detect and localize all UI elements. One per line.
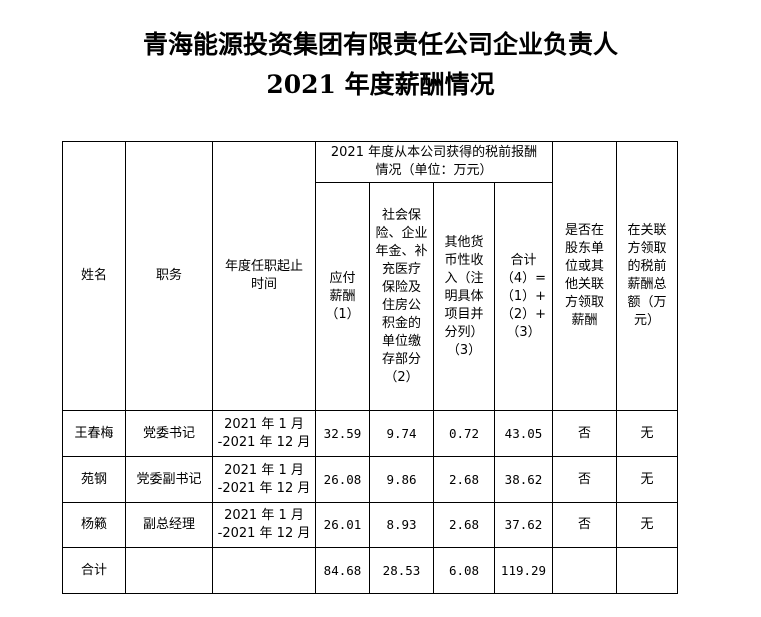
totals-total: 119.29	[494, 547, 553, 594]
totals-salary: 84.68	[315, 547, 370, 594]
cell-other: 2.68	[433, 456, 495, 503]
cell-name: 苑钢	[62, 456, 126, 503]
compensation-table: 姓名 职务 年度任职起止 时间 2021 年度从本公司获得的税前报酬 情况（单位…	[62, 141, 678, 594]
totals-other: 6.08	[433, 547, 495, 594]
cell-shareholder: 否	[552, 502, 617, 548]
header-position: 职务	[125, 141, 213, 411]
cell-position: 副总经理	[125, 502, 213, 548]
header-group: 2021 年度从本公司获得的税前报酬 情况（单位：万元）	[315, 141, 553, 183]
cell-other: 0.72	[433, 410, 495, 457]
cell-related: 无	[616, 502, 678, 548]
table-row: 杨籁 副总经理 2021 年 1 月 -2021 年 12 月 26.01 8.…	[62, 502, 678, 548]
cell-other: 2.68	[433, 502, 495, 548]
header-insurance: 社会保 险、企业 年金、补 充医疗 保险及 住房公 积金的 单位缴 存部分 （2…	[369, 182, 434, 411]
table-row: 王春梅 党委书记 2021 年 1 月 -2021 年 12 月 32.59 9…	[62, 410, 678, 457]
totals-row: 合计 84.68 28.53 6.08 119.29	[62, 547, 678, 594]
document-title-line1: 青海能源投资集团有限责任公司企业负责人	[142, 30, 618, 59]
cell-position: 党委书记	[125, 410, 213, 457]
cell-name: 杨籁	[62, 502, 126, 548]
cell-related: 无	[616, 456, 678, 503]
cell-total: 37.62	[494, 502, 553, 548]
empty-cell	[125, 547, 213, 594]
cell-salary: 26.01	[315, 502, 370, 548]
cell-term: 2021 年 1 月 -2021 年 12 月	[212, 456, 316, 503]
empty-cell	[212, 547, 316, 594]
header-row: 姓名 职务 年度任职起止 时间 2021 年度从本公司获得的税前报酬 情况（单位…	[62, 141, 678, 411]
cell-name: 王春梅	[62, 410, 126, 457]
cell-term: 2021 年 1 月 -2021 年 12 月	[212, 410, 316, 457]
header-related: 在关联 方领取 的税前 薪酬总 额（万 元）	[616, 141, 678, 411]
header-total: 合计 （4）= （1）+ （2）+ （3）	[494, 182, 553, 411]
cell-insurance: 9.74	[369, 410, 434, 457]
cell-related: 无	[616, 410, 678, 457]
totals-label: 合计	[62, 547, 126, 594]
cell-salary: 32.59	[315, 410, 370, 457]
header-other: 其他货 币性收 入（注 明具体 项目并 分列） （3）	[433, 182, 495, 411]
cell-insurance: 9.86	[369, 456, 434, 503]
subheader-row: 应付 薪酬 （1） 社会保 险、企业 年金、补 充医疗 保险及 住房公 积金的 …	[63, 182, 678, 411]
header-salary: 应付 薪酬 （1）	[315, 182, 370, 411]
totals-insurance: 28.53	[369, 547, 434, 594]
table-row: 苑钢 党委副书记 2021 年 1 月 -2021 年 12 月 26.08 9…	[62, 456, 678, 503]
header-shareholder: 是否在 股东单 位或其 他关联 方领取 薪酬	[552, 141, 617, 411]
empty-cell	[552, 547, 617, 594]
empty-cell	[616, 547, 678, 594]
cell-total: 43.05	[494, 410, 553, 457]
cell-salary: 26.08	[315, 456, 370, 503]
cell-shareholder: 否	[552, 456, 617, 503]
header-name: 姓名	[62, 141, 126, 411]
cell-total: 38.62	[494, 456, 553, 503]
cell-position: 党委副书记	[125, 456, 213, 503]
cell-insurance: 8.93	[369, 502, 434, 548]
header-term: 年度任职起止 时间	[212, 141, 316, 411]
document-title-line2: 2021 年度薪酬情况	[266, 70, 495, 99]
cell-shareholder: 否	[552, 410, 617, 457]
cell-term: 2021 年 1 月 -2021 年 12 月	[212, 502, 316, 548]
